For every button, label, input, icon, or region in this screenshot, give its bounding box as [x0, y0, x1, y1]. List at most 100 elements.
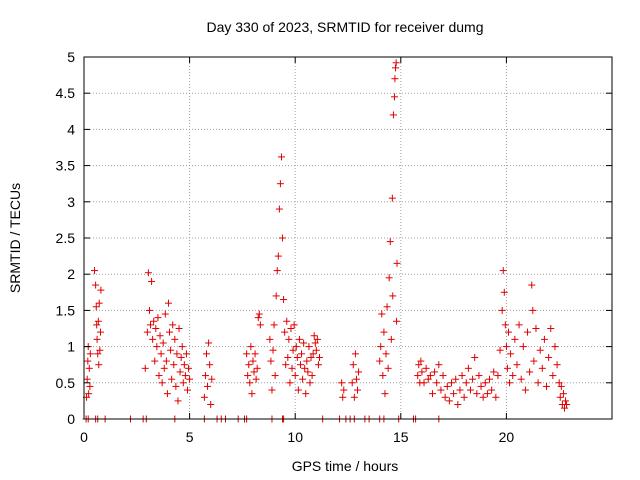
- data-point: [426, 372, 434, 380]
- data-point: [286, 379, 294, 387]
- data-point: [534, 379, 542, 387]
- data-point: [339, 393, 347, 401]
- data-point: [288, 364, 296, 372]
- data-point: [151, 357, 159, 365]
- data-point: [255, 310, 263, 318]
- data-point: [301, 364, 309, 372]
- data-point: [458, 372, 466, 380]
- data-point: [174, 397, 182, 405]
- data-point: [389, 292, 397, 300]
- data-point: [282, 361, 290, 369]
- data-point: [273, 267, 281, 275]
- data-point: [445, 397, 453, 405]
- data-point: [275, 205, 283, 213]
- data-point: [454, 401, 462, 409]
- data-point: [91, 267, 99, 275]
- data-point: [143, 328, 151, 336]
- data-point: [169, 321, 177, 329]
- data-point: [95, 361, 103, 369]
- plot-frame: [83, 56, 613, 420]
- data-point: [389, 111, 397, 119]
- data-point: [545, 353, 553, 361]
- data-point: [314, 361, 322, 369]
- data-point: [285, 335, 293, 343]
- data-point: [380, 328, 388, 336]
- data-point: [207, 401, 215, 409]
- data-point: [431, 368, 439, 376]
- data-point: [538, 364, 546, 372]
- data-point: [494, 372, 502, 380]
- data-point: [452, 375, 460, 383]
- data-point: [560, 404, 568, 412]
- data-point: [182, 350, 190, 358]
- data-point: [378, 310, 386, 318]
- data-point: [86, 350, 94, 358]
- data-point: [553, 361, 561, 369]
- data-point: [479, 393, 487, 401]
- data-point: [521, 386, 529, 394]
- data-point: [469, 375, 477, 383]
- data-point: [248, 390, 256, 398]
- data-point: [557, 382, 565, 390]
- data-point: [292, 343, 300, 351]
- data-point: [462, 379, 470, 387]
- axis-ticks: 0 0.5 1 1.5 2 2.5 3 3.5 4 4.5 5 0 5 10 15 20: [56, 49, 612, 445]
- data-point: [243, 350, 251, 358]
- data-point: [415, 361, 423, 369]
- data-point: [422, 364, 430, 372]
- data-point: [150, 317, 158, 325]
- data-point: [338, 379, 346, 387]
- data-point: [93, 321, 101, 329]
- data-point: [205, 339, 213, 347]
- data-point: [156, 332, 164, 340]
- data-point: [148, 277, 156, 285]
- data-point: [83, 375, 91, 383]
- data-point: [305, 343, 313, 351]
- x-tick-label: 15: [393, 429, 409, 445]
- data-point: [154, 314, 162, 322]
- data-point: [488, 386, 496, 394]
- data-point: [386, 238, 394, 246]
- data-point: [351, 350, 359, 358]
- data-point: [540, 335, 548, 343]
- data-point: [306, 379, 314, 387]
- data-point: [300, 339, 308, 347]
- data-point: [471, 353, 479, 361]
- data-point: [279, 234, 287, 242]
- data-point: [206, 361, 214, 369]
- data-point: [254, 314, 262, 322]
- data-point: [511, 335, 519, 343]
- data-point: [153, 343, 161, 351]
- data-point: [307, 353, 315, 361]
- data-point: [315, 353, 323, 361]
- data-point: [155, 372, 163, 380]
- data-point: [551, 343, 559, 351]
- data-point: [382, 350, 390, 358]
- data-point: [158, 379, 166, 387]
- data-point: [385, 274, 393, 282]
- data-point: [204, 382, 212, 390]
- data-point: [466, 386, 474, 394]
- y-tick-label: 3.5: [56, 158, 76, 174]
- data-point: [441, 393, 449, 401]
- y-tick-label: 2: [67, 266, 75, 282]
- data-point: [509, 372, 517, 380]
- data-point: [439, 372, 447, 380]
- data-point: [355, 368, 363, 376]
- data-point: [266, 335, 274, 343]
- data-point: [202, 350, 210, 358]
- data-point: [503, 364, 511, 372]
- data-point: [517, 375, 525, 383]
- data-point: [563, 401, 571, 409]
- data-point: [492, 393, 500, 401]
- data-point: [291, 372, 299, 380]
- data-point: [349, 361, 357, 369]
- data-point: [295, 335, 303, 343]
- data-point: [475, 372, 483, 380]
- data-point: [310, 332, 318, 340]
- data-point: [186, 375, 194, 383]
- data-point: [287, 325, 295, 332]
- data-point: [481, 379, 489, 387]
- data-point: [502, 343, 510, 351]
